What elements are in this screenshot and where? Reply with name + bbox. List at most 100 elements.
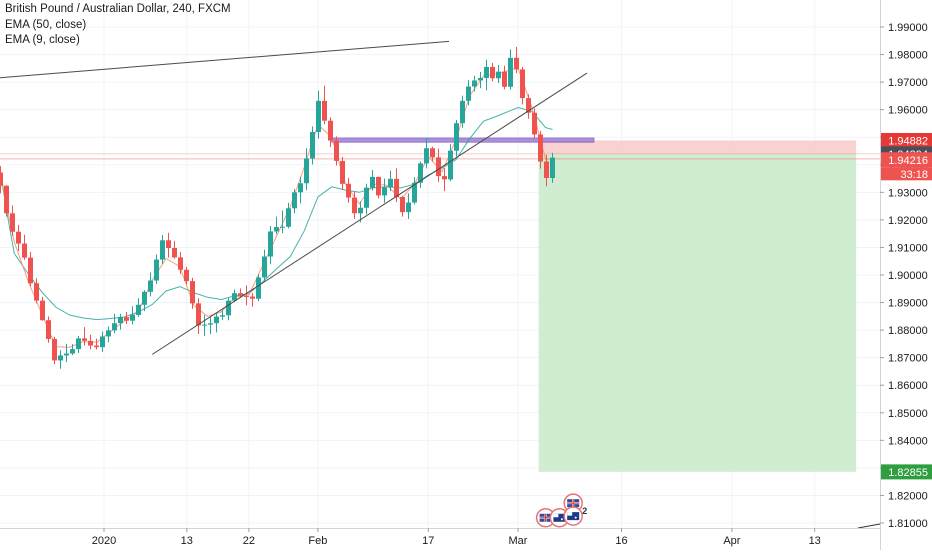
candle-up — [214, 316, 219, 324]
candle-up — [316, 100, 321, 132]
resistance-zone[interactable] — [331, 137, 595, 143]
flag-star — [574, 516, 577, 519]
candle-up — [406, 202, 411, 213]
candle-up — [70, 349, 75, 354]
candle-down — [538, 134, 543, 162]
price-tick-label[interactable]: 1.89000 — [888, 298, 928, 310]
candle-up — [286, 208, 291, 227]
candle-down — [544, 161, 549, 179]
candle-down — [346, 183, 351, 198]
price-tick-label[interactable]: 1.88000 — [888, 325, 928, 337]
price-tick-label[interactable]: 1.87000 — [888, 353, 928, 365]
candle-up — [268, 231, 273, 257]
candle-down — [190, 281, 195, 304]
stop-loss-area[interactable] — [538, 140, 857, 155]
price-tick-label[interactable]: 1.99000 — [888, 22, 928, 34]
ema50-line — [0, 106, 553, 321]
price-tick-label[interactable]: 1.91000 — [888, 242, 928, 254]
time-axis[interactable]: 2020 13 22 Feb 17 Mar 16 Apr 13 — [0, 528, 880, 550]
candle-down — [250, 296, 255, 299]
candle-down — [4, 185, 9, 214]
candle-up — [508, 57, 513, 87]
candle-up — [388, 178, 393, 188]
price-tick-label[interactable]: 1.98000 — [888, 50, 928, 62]
price-tick-label[interactable]: 1.85000 — [888, 408, 928, 420]
time-tick-label[interactable]: 16 — [615, 535, 627, 547]
candle-down — [166, 240, 171, 248]
time-tick-label[interactable]: 22 — [243, 535, 255, 547]
candle-up — [448, 150, 453, 180]
candle-down — [490, 66, 495, 79]
ema50-legend[interactable]: EMA (50, close) — [5, 18, 87, 31]
price-tick-label[interactable]: 1.84000 — [888, 435, 928, 447]
candle-down — [442, 176, 447, 180]
candle-up — [478, 77, 483, 81]
upper-trendline[interactable] — [0, 40, 450, 79]
candle-down — [520, 69, 525, 99]
price-tick-label[interactable]: 1.81000 — [888, 518, 928, 530]
candle-up — [262, 256, 267, 278]
stop-price-label: 1.94882 — [881, 132, 932, 148]
price-tick-label[interactable]: 1.93000 — [888, 187, 928, 199]
candle-up — [424, 148, 429, 164]
rising-support-trendline[interactable] — [152, 72, 588, 355]
candle-up — [370, 176, 375, 188]
candle-up — [460, 100, 465, 124]
resistance-zone-rect[interactable] — [331, 137, 595, 143]
candle-down — [376, 176, 381, 196]
candle-up — [232, 293, 237, 301]
price-tick-label[interactable]: 1.82000 — [888, 490, 928, 502]
price-tick-label[interactable]: 1.92000 — [888, 215, 928, 227]
candle-up — [64, 353, 69, 356]
flag-field — [553, 513, 566, 522]
flag-red-v — [545, 513, 547, 522]
time-tick-label[interactable]: 13 — [181, 535, 193, 547]
candle-up — [382, 187, 387, 196]
time-tick-label[interactable]: Mar — [509, 535, 528, 547]
time-tick-label[interactable]: Feb — [308, 535, 327, 547]
time-tick-label[interactable]: Apr — [723, 535, 740, 547]
price-axis[interactable]: 1.990001.980001.970001.960001.950001.940… — [880, 0, 932, 550]
flag-field — [567, 512, 580, 521]
time-tick-label[interactable]: 17 — [422, 535, 434, 547]
time-axis-bg — [0, 528, 880, 550]
trendlines[interactable] — [0, 40, 881, 529]
price-tick-label[interactable]: 1.97000 — [888, 77, 928, 89]
candle-up — [550, 157, 555, 179]
candle-up — [412, 182, 417, 203]
candle-up — [100, 336, 105, 348]
candle-up — [298, 183, 303, 193]
candle-up — [496, 71, 501, 79]
flag-red-v — [572, 499, 574, 508]
candle-down — [340, 160, 345, 184]
stop-price-label-bg — [881, 132, 932, 148]
candle-up — [142, 291, 147, 305]
candle-up — [466, 86, 471, 101]
candle-down — [88, 340, 93, 346]
time-tick-label[interactable]: 2020 — [92, 535, 116, 547]
chart-title[interactable]: British Pound / Australian Dollar, 240, … — [5, 3, 231, 15]
countdown-label-bg — [881, 167, 932, 181]
target-price-label-bg — [881, 464, 932, 480]
candle-up — [310, 131, 315, 159]
event-markers[interactable]: 22 — [535, 493, 588, 528]
candles — [0, 46, 555, 369]
candle-up — [226, 300, 231, 316]
candle-up — [58, 355, 63, 361]
take-profit-area[interactable] — [538, 154, 857, 472]
event-marker[interactable]: 2 — [563, 506, 587, 526]
price-tick-label[interactable]: 1.86000 — [888, 380, 928, 392]
corner-drawing-line[interactable] — [857, 523, 881, 529]
ema9-legend[interactable]: EMA (9, close) — [5, 34, 80, 46]
price-tick-label[interactable]: 1.90000 — [888, 270, 928, 282]
candle-down — [532, 112, 537, 135]
candle-up — [418, 163, 423, 183]
candle-down — [430, 148, 435, 158]
time-tick-label[interactable]: 13 — [809, 535, 821, 547]
price-tick-label[interactable]: 1.96000 — [888, 105, 928, 117]
candle-up — [160, 240, 165, 260]
candle-down — [94, 345, 99, 348]
